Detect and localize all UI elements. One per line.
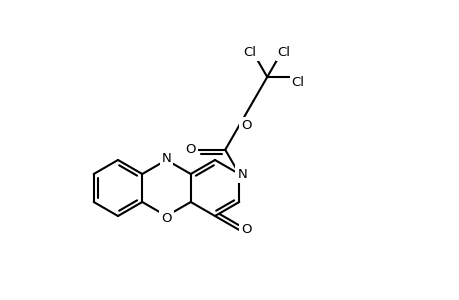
Text: O: O xyxy=(161,212,171,226)
Text: Cl: Cl xyxy=(243,46,256,59)
Text: N: N xyxy=(161,152,171,164)
Text: N: N xyxy=(237,167,246,181)
Text: Cl: Cl xyxy=(291,76,304,88)
Text: O: O xyxy=(241,119,251,132)
Text: Cl: Cl xyxy=(277,46,290,59)
Text: O: O xyxy=(241,224,251,236)
Text: O: O xyxy=(185,143,195,156)
